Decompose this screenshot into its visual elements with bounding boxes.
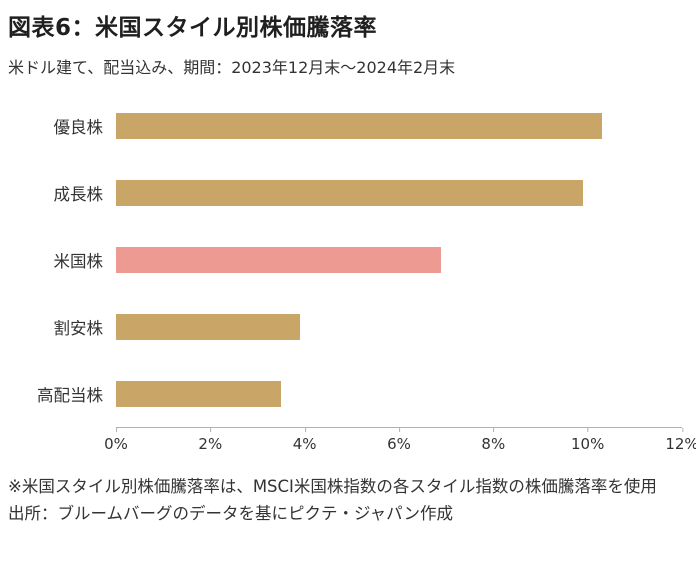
category-label: 成長株 [53,184,104,204]
x-axis-row: 0% 2% 4% 6% 8% 10% 12% [8,427,696,458]
x-tick-label: 2% [198,428,223,453]
bar-row: 優良株 [8,92,682,159]
bar-優良株 [116,112,602,139]
bar-高配当株 [116,380,282,407]
bar-米国株 [116,246,442,273]
page-title: 図表6：米国スタイル別株価騰落率 [8,15,378,41]
x-tick-label: 12% [665,428,696,453]
bar-割安株 [116,313,300,340]
bar-track [116,380,682,407]
x-axis: 0% 2% 4% 6% 8% 10% 12% [104,427,696,458]
bar-row: 割安株 [8,293,682,360]
x-tick-label: 4% [292,428,317,453]
chart-footnote: ※米国スタイル別株価騰落率は、MSCI米国株指数の各スタイル指数の株価騰落率を使… [8,477,657,496]
bar-成長株 [116,179,583,206]
bar-rows: 優良株成長株米国株割安株高配当株 [8,92,682,427]
bar-chart: 優良株成長株米国株割安株高配当株 0% 2% 4% 6% 8% 10% 12% [8,92,696,458]
x-tick-label: 0% [104,428,128,453]
bar-track [116,112,682,139]
bar-track [116,179,682,206]
bar-track [116,246,682,273]
bar-row: 米国株 [8,226,682,293]
category-label: 割安株 [53,318,104,338]
x-tick-label: 8% [481,428,506,453]
category-label: 高配当株 [37,385,103,405]
x-tick-label: 10% [570,428,605,453]
category-label: 米国株 [53,251,104,271]
x-axis-spacer [8,427,116,458]
bar-track [116,313,682,340]
bar-row: 高配当株 [8,360,682,427]
category-label: 優良株 [53,117,104,137]
x-tick-label: 6% [387,428,411,453]
chart-source: 出所：ブルームバーグのデータを基にピクテ・ジャパン作成 [8,504,454,524]
bar-row: 成長株 [8,159,682,226]
chart-subtitle: 米ドル建て、配当込み、期間：2023年12月末～2024年2月末 [8,58,456,77]
